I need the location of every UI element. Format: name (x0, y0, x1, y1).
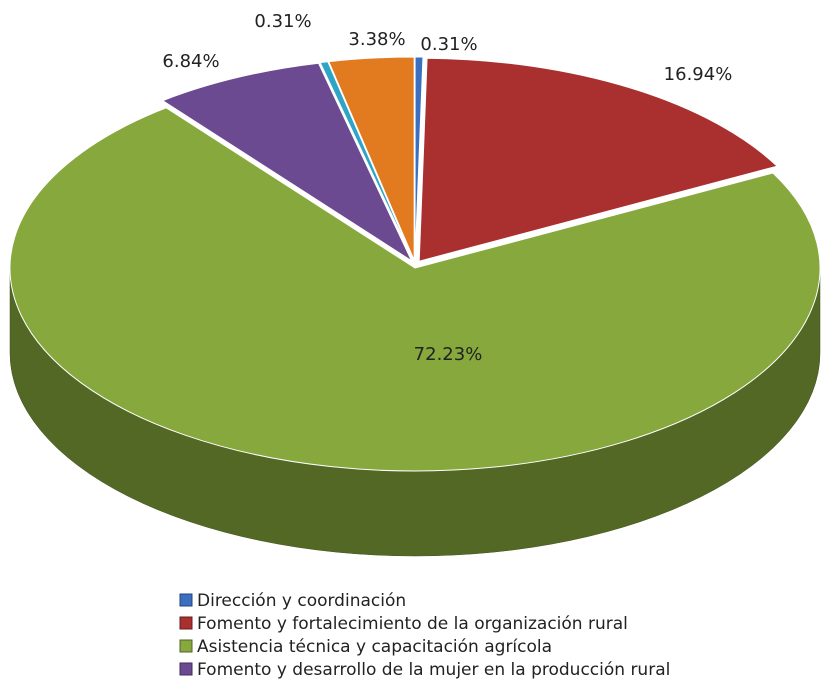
data-label: 6.84% (162, 51, 219, 72)
slice (418, 57, 779, 262)
slice (161, 62, 413, 263)
slice (9, 107, 821, 472)
data-label: 72.23% (414, 344, 483, 365)
legend-swatch (179, 616, 193, 630)
legend-swatch (179, 662, 193, 676)
legend-swatch (179, 639, 193, 653)
legend-label: Fomento y fortalecimiento de la organiza… (197, 614, 628, 634)
data-label: 16.94% (664, 64, 733, 85)
data-label: 0.31% (254, 11, 311, 32)
legend-label: Asistencia técnica y capacitación agríco… (197, 637, 552, 657)
slice (328, 56, 415, 261)
legend-label: Dirección y coordinación (197, 591, 406, 611)
data-label: 3.38% (348, 29, 405, 50)
data-label: 0.31% (420, 34, 477, 55)
legend-swatch (179, 593, 193, 607)
legend-label: Fomento y desarrollo de la mujer en la p… (197, 660, 670, 680)
slice (319, 61, 414, 261)
slice (414, 56, 424, 261)
